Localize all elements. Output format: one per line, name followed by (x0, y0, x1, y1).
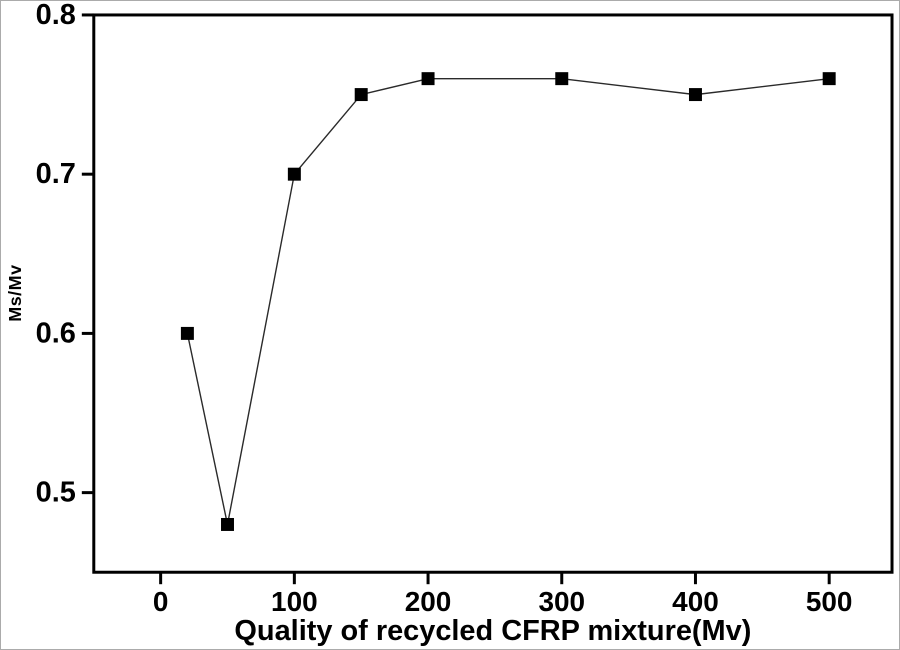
x-tick-label: 400 (672, 586, 719, 617)
data-point-marker (221, 517, 234, 531)
axes-box (92, 13, 894, 574)
data-point-marker (688, 88, 702, 102)
data-point-marker (287, 167, 301, 181)
plot-frame (92, 13, 894, 574)
y-tick-label: 0.7 (36, 158, 76, 190)
data-point-marker (555, 72, 569, 86)
x-tick-label: 100 (271, 586, 318, 617)
y-tick-label: 0.8 (36, 1, 76, 31)
x-axis-title: Quality of recycled CFRP mixture(Mv) (234, 615, 751, 647)
x-axis-ticks: 0 100 200 300 400 500 (153, 572, 853, 617)
data-point-marker (421, 72, 435, 86)
data-point-marker (354, 88, 368, 102)
x-tick-label: 500 (806, 586, 853, 617)
y-axis-title: Ms/Mv (5, 264, 25, 321)
x-tick-label: 300 (538, 586, 585, 617)
x-tick-label: 200 (405, 586, 452, 617)
data-series (180, 72, 836, 531)
x-tick-label: 0 (153, 586, 169, 617)
y-tick-label: 0.6 (36, 317, 76, 349)
data-point-marker (822, 72, 836, 86)
y-tick-label: 0.5 (36, 477, 76, 509)
data-point-marker (180, 326, 194, 340)
y-axis-ticks: 0.5 0.6 0.7 0.8 (36, 1, 94, 509)
series-line (186, 77, 830, 525)
